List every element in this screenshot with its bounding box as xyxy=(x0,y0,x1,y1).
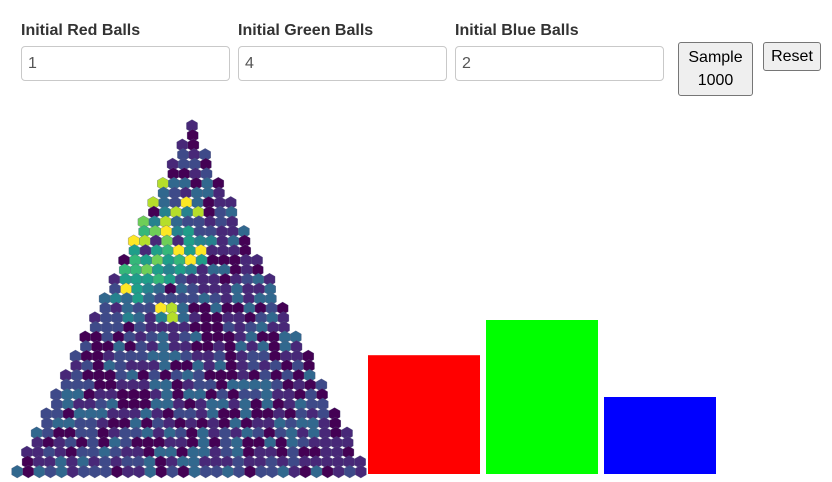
hex-cell xyxy=(342,445,355,459)
hex-cell xyxy=(290,330,302,344)
hex-cell xyxy=(244,465,256,479)
blue-input[interactable] xyxy=(455,46,664,81)
green-input[interactable] xyxy=(238,46,447,81)
hex-cell xyxy=(263,273,276,287)
hex-cell xyxy=(200,167,213,181)
hex-cell xyxy=(11,465,23,479)
sample-button-line2: 1000 xyxy=(697,72,734,89)
hex-cell xyxy=(186,129,199,143)
hex-cell xyxy=(233,465,245,479)
hex-cell xyxy=(344,465,356,479)
hex-cell xyxy=(251,253,263,267)
hex-cell xyxy=(276,301,289,315)
hex-cell xyxy=(302,349,314,363)
hex-cell xyxy=(317,397,329,411)
hex-cell xyxy=(355,465,367,479)
hex-cell xyxy=(213,186,225,200)
hex-cell xyxy=(315,378,328,392)
hex-cell xyxy=(316,388,328,402)
green-label: Initial Green Balls xyxy=(238,22,374,39)
hex-cell xyxy=(200,157,212,171)
hex-cell xyxy=(155,465,167,479)
hex-cell xyxy=(122,465,134,479)
hex-cell xyxy=(265,292,277,306)
red-label: Initial Red Balls xyxy=(21,22,141,39)
hex-cell xyxy=(354,455,366,469)
blue-label: Initial Blue Balls xyxy=(455,22,579,39)
hex-cell xyxy=(186,119,198,133)
sample-button-line1: Sample xyxy=(688,49,743,66)
hex-cell xyxy=(290,340,303,354)
hex-cell xyxy=(187,138,200,152)
hex-cell xyxy=(266,465,278,479)
hex-cell xyxy=(100,465,112,479)
hex-cell xyxy=(299,465,312,479)
red-field: Initial Red Balls xyxy=(21,22,230,81)
hex-cell xyxy=(133,465,145,479)
hex-cell xyxy=(277,311,290,325)
hex-cell xyxy=(55,465,68,479)
hex-cell xyxy=(199,465,212,479)
hex-cell xyxy=(238,234,251,248)
hex-cell xyxy=(328,407,341,421)
hex-cell xyxy=(288,465,301,479)
green-field: Initial Green Balls xyxy=(238,22,447,81)
hex-cell xyxy=(89,465,101,479)
proportion-bars xyxy=(368,320,716,474)
controls-bar: Initial Red Balls Initial Green Balls In… xyxy=(0,0,832,110)
hex-cell xyxy=(188,465,201,479)
reset-button[interactable]: Reset xyxy=(763,42,821,71)
hex-cell xyxy=(278,321,290,335)
hex-cell xyxy=(303,369,316,383)
red-input[interactable] xyxy=(21,46,230,81)
hex-cell xyxy=(211,465,223,479)
hex-cell xyxy=(252,263,264,277)
hex-cell xyxy=(264,282,276,296)
hex-cell xyxy=(44,465,57,479)
simplex-hexbin xyxy=(11,119,367,479)
hex-cell xyxy=(166,465,179,479)
hex-cell xyxy=(33,465,46,479)
blue-field: Initial Blue Balls xyxy=(455,22,664,81)
hex-cell xyxy=(222,465,234,479)
hex-cell xyxy=(199,148,211,162)
hex-cell xyxy=(78,465,90,479)
hex-cell xyxy=(277,465,289,479)
hex-cell xyxy=(310,465,323,479)
red-bar xyxy=(368,355,480,474)
blue-bar xyxy=(604,397,716,474)
hex-cell xyxy=(22,465,34,479)
hex-cell xyxy=(239,244,251,258)
hex-cell xyxy=(226,215,238,229)
green-bar xyxy=(486,320,598,474)
hex-cell xyxy=(238,225,250,239)
hex-cell xyxy=(66,465,79,479)
hex-cell xyxy=(212,177,224,191)
hex-cell xyxy=(255,465,267,479)
hex-cell xyxy=(144,465,156,479)
hex-cell xyxy=(329,417,341,431)
hex-cell xyxy=(225,205,238,219)
visualization xyxy=(11,119,716,479)
hex-cell xyxy=(321,465,334,479)
hex-cell xyxy=(177,465,190,479)
sample-button[interactable]: Sample 1000 xyxy=(678,42,753,96)
hex-cell xyxy=(341,426,353,440)
hex-cell xyxy=(225,196,237,210)
hex-cell xyxy=(111,465,123,479)
hex-cell xyxy=(332,465,345,479)
hex-cell xyxy=(342,436,354,450)
hex-cell xyxy=(303,359,315,373)
